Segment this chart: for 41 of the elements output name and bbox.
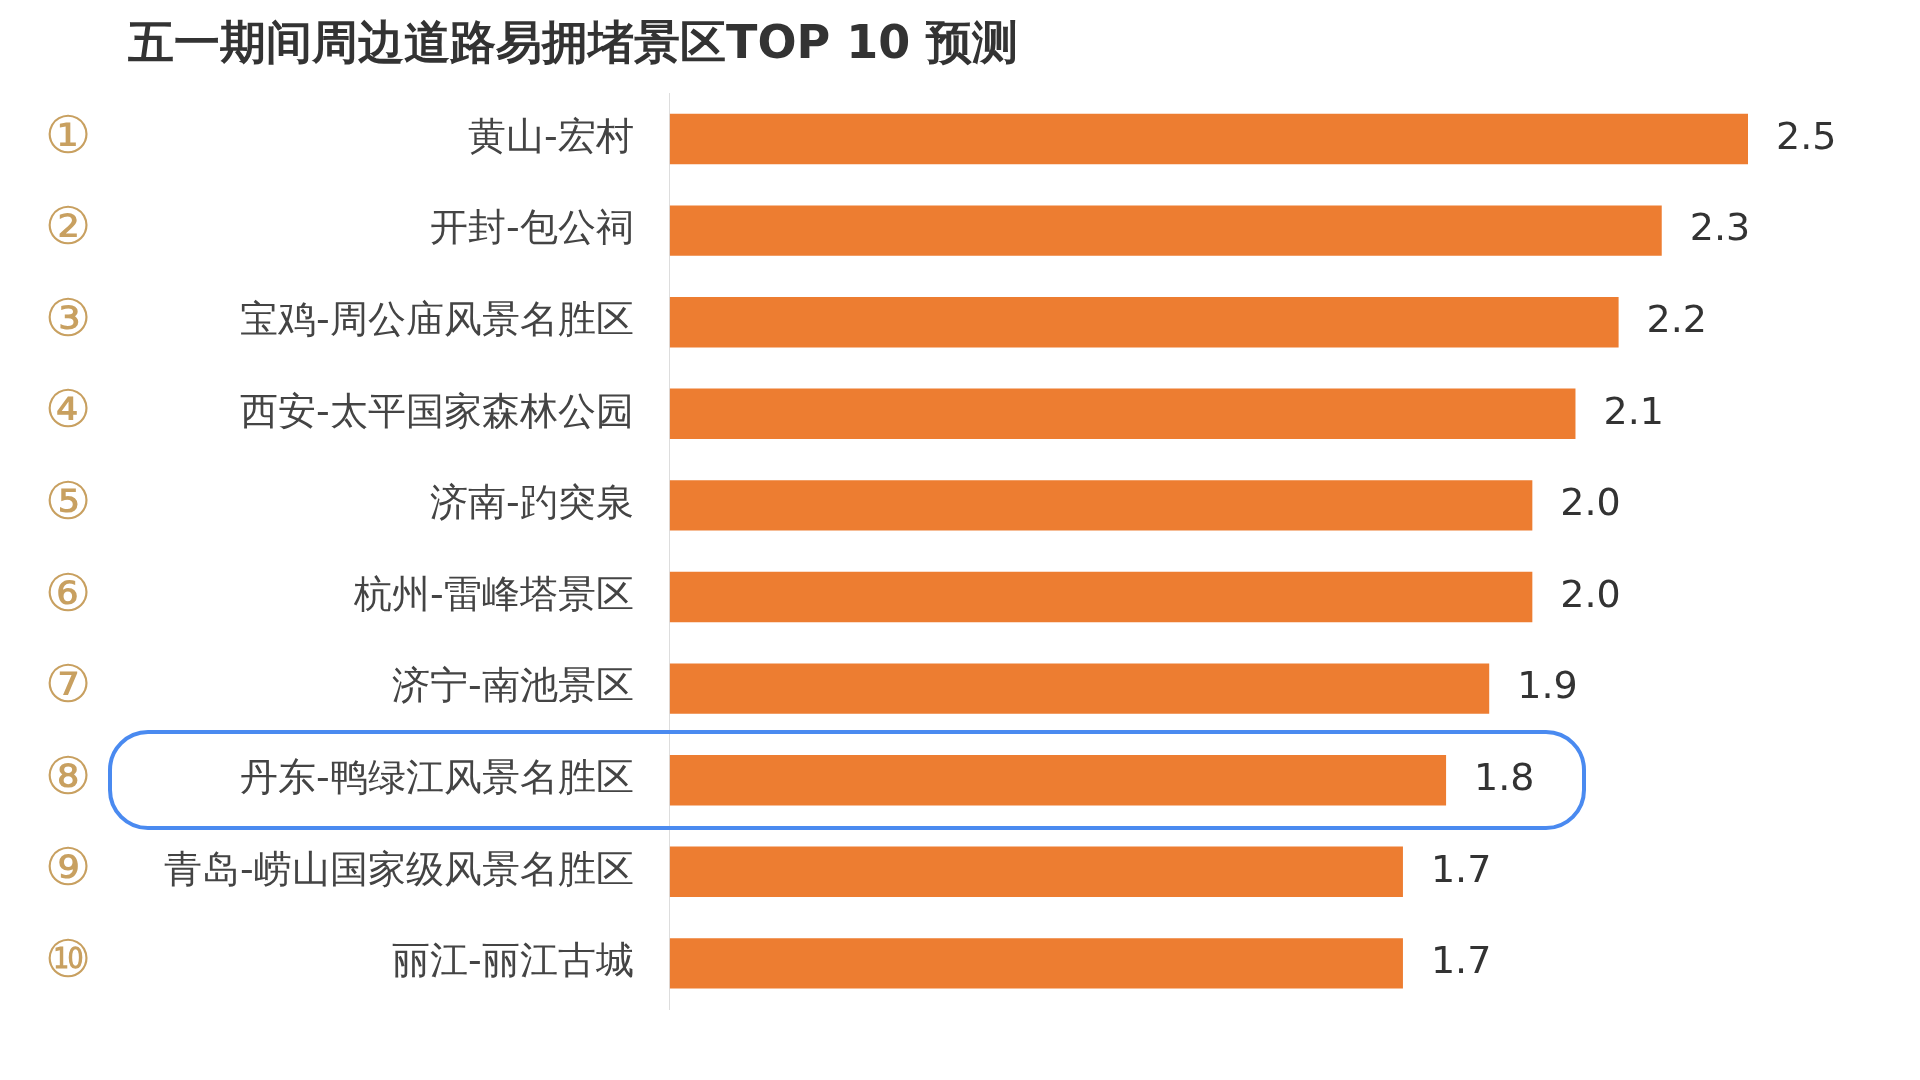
data-label: 2.0 bbox=[1560, 571, 1621, 616]
data-label: 1.8 bbox=[1474, 755, 1535, 800]
y-tick-label: 济南-趵突泉 bbox=[429, 480, 634, 525]
bar bbox=[669, 846, 1403, 897]
text: ② bbox=[44, 196, 92, 257]
bar bbox=[669, 388, 1576, 439]
y-tick-label: 西安-太平国家森林公园 bbox=[239, 388, 634, 433]
text: ③ bbox=[44, 287, 92, 348]
text: ⑧ bbox=[44, 745, 92, 806]
bar bbox=[669, 663, 1490, 714]
text: ⑦ bbox=[44, 654, 92, 715]
y-tick-label: 开封-包公祠 bbox=[429, 205, 634, 250]
text: ⑥ bbox=[44, 562, 92, 623]
text: ① bbox=[44, 104, 92, 165]
bar bbox=[669, 755, 1447, 806]
data-label: 2.0 bbox=[1560, 480, 1621, 525]
text: ⑨ bbox=[44, 837, 92, 898]
bar bbox=[669, 297, 1619, 348]
text: ⑩ bbox=[44, 928, 92, 989]
data-label: 2.1 bbox=[1603, 388, 1664, 433]
y-tick-label: 丹东-鸭绿江风景名胜区 bbox=[239, 755, 634, 800]
data-label: 2.3 bbox=[1689, 205, 1751, 250]
bar bbox=[669, 480, 1533, 531]
y-tick-label: 杭州-雷峰塔景区 bbox=[352, 571, 634, 616]
bar bbox=[669, 938, 1403, 989]
data-label: 1.7 bbox=[1430, 846, 1492, 891]
bar bbox=[669, 205, 1662, 256]
bar bbox=[669, 571, 1533, 623]
y-tick-label: 青岛-崂山国家级风景名胜区 bbox=[163, 846, 634, 891]
y-tick-label: 济宁-南池景区 bbox=[391, 663, 634, 708]
text: ⑤ bbox=[44, 470, 92, 531]
y-tick-label: 宝鸡-周公庙风景名胜区 bbox=[239, 297, 634, 342]
bar bbox=[669, 113, 1748, 165]
data-label: 1.7 bbox=[1430, 938, 1492, 983]
data-label: 2.5 bbox=[1776, 113, 1837, 158]
data-label: 1.9 bbox=[1517, 663, 1578, 708]
y-tick-label: 丽江-丽江古城 bbox=[391, 938, 634, 983]
data-label: 2.2 bbox=[1646, 297, 1708, 342]
text: ④ bbox=[44, 379, 92, 440]
chart-title: 五一期间周边道路易拥堵景区TOP 10 预测 bbox=[128, 14, 1019, 69]
y-tick-label: 黄山-宏村 bbox=[467, 113, 634, 158]
